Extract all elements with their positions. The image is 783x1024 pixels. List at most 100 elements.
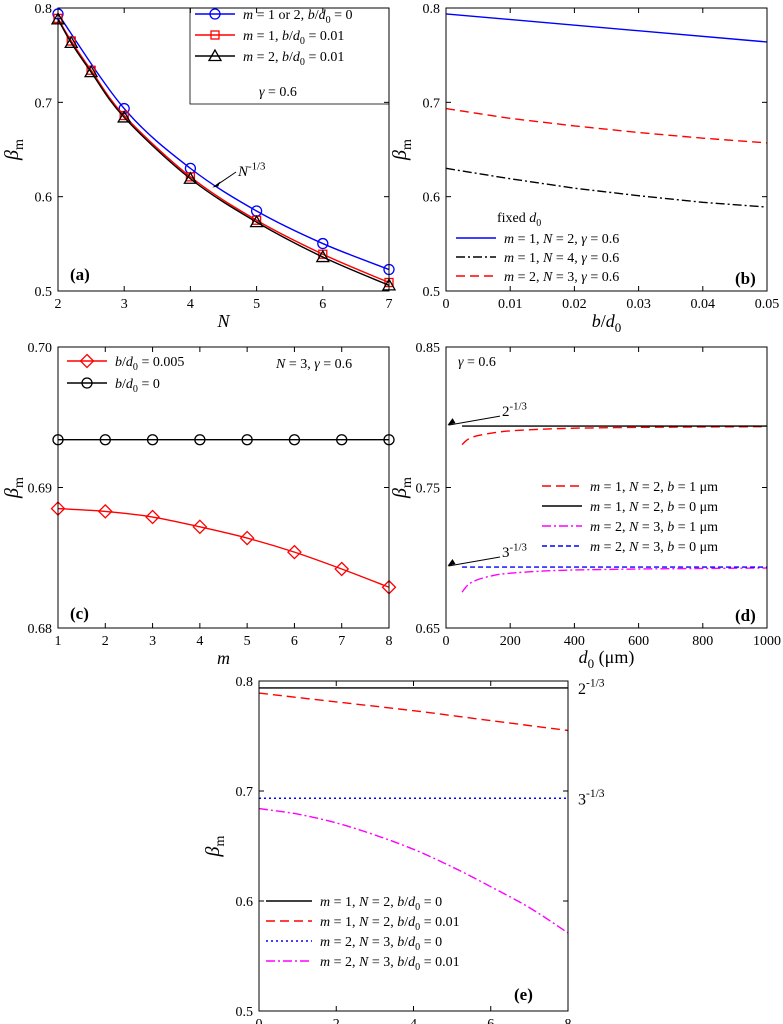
series-line	[445, 13, 768, 43]
legend-label: m = 1, N = 2, γ = 0.6	[504, 232, 619, 247]
chart-panel-d: 0 200 400 600 800 1000 0.65 0.75 0.85 d0 (μm) βm m …	[389, 341, 781, 671]
data-point	[118, 102, 130, 115]
y-tick-label: 0.8	[236, 675, 254, 690]
x-tick-label: 600	[628, 634, 649, 649]
y-axis-label: βm	[389, 477, 415, 499]
legend-label: b/d0 = 0.005	[115, 355, 184, 373]
annotation-label: 3-1/3	[502, 541, 527, 561]
x-tick-label: 1	[55, 634, 62, 649]
legend-marker	[210, 30, 220, 40]
x-tick-label: 2	[102, 634, 109, 649]
legend-label: m = 2, N = 3, γ = 0.6	[504, 270, 619, 285]
legend-marker	[81, 377, 93, 389]
x-tick-label: 6	[319, 297, 326, 312]
legend-label: m = 2, N = 3, b = 1 μm	[590, 520, 718, 535]
x-tick-label: 400	[564, 634, 585, 649]
x-tick-label: 1000	[753, 634, 781, 649]
legend-label: m = 2, N = 3, b = 0 μm	[590, 540, 718, 555]
y-tick-label: 0.75	[416, 482, 441, 497]
panel-label: (e)	[514, 985, 533, 1004]
panel-label: (a)	[70, 265, 90, 284]
x-tick-label: 0.01	[498, 297, 523, 312]
x-axis-label: b/d0	[592, 311, 622, 335]
chart-panel-c: 1 2 3 4 5 6 7 8 0.68 0.69 0.70 m βm b/d0 = 0.005 b/d0 …	[1, 341, 397, 668]
series-line	[445, 167, 768, 208]
series-line	[258, 807, 569, 934]
data-point	[146, 434, 159, 446]
data-point	[317, 237, 329, 250]
data-point	[315, 249, 330, 263]
annotation-arrow	[448, 556, 501, 567]
y-tick-label: 0.65	[416, 622, 441, 637]
series-line	[258, 692, 569, 732]
y-tick-label: 0.8	[423, 2, 441, 17]
x-tick-label: 6	[291, 634, 298, 649]
x-tick-label: 6	[487, 1017, 494, 1024]
annotation-label: N-1/3	[237, 160, 265, 180]
x-tick-label: 5	[244, 634, 251, 649]
x-tick-label: 200	[500, 634, 521, 649]
x-tick-label: 8	[565, 1017, 572, 1024]
series-line	[461, 567, 768, 593]
data-point	[287, 544, 302, 560]
plot-frame	[445, 7, 768, 292]
y-tick-label: 0.6	[423, 191, 441, 206]
legend-label: b/d0 = 0	[115, 377, 160, 395]
y-tick-label: 0.5	[35, 285, 53, 300]
legend-label: m = 1, N = 2, b/d0 = 0.01	[320, 915, 460, 933]
panel-label: (b)	[735, 269, 756, 288]
x-tick-label: 5	[253, 297, 260, 312]
annotation-arrowhead	[447, 418, 456, 426]
y-tick-label: 0.7	[423, 96, 441, 111]
legend-label: m = 1, N = 2, b = 0 μm	[590, 500, 718, 515]
data-point	[83, 64, 99, 78]
x-tick-label: 4	[187, 297, 194, 312]
plot-frame	[258, 680, 569, 1012]
text-note: γ = 0.6	[259, 85, 297, 100]
x-tick-label: 2	[333, 1017, 340, 1024]
legend-label: m = 2, N = 3, b/d0 = 0.01	[320, 955, 460, 973]
legend-label: m = 1, N = 2, b/d0 = 0	[320, 895, 442, 913]
y-tick-label: 0.85	[416, 341, 441, 356]
data-point	[334, 561, 350, 577]
text-note: γ = 0.6	[458, 355, 496, 370]
data-point	[239, 530, 255, 546]
x-tick-label: 0.05	[755, 297, 780, 312]
chart-panel-e: 024680.50.60.70.8γβmm = 1, N = 2, b/d0 =…	[202, 675, 605, 1024]
chart-panel-b: 0 0.01 0.02 0.03 0.04 0.05 0.5 0.6 0.7 0.8 b/d0 βm f…	[389, 2, 779, 335]
right-reference-label: 3-1/3	[578, 788, 605, 808]
plot-frame	[445, 346, 768, 629]
annotation-label: 2-1/3	[502, 400, 527, 420]
y-tick-label: 0.8	[35, 2, 53, 17]
series-line	[57, 507, 390, 588]
y-tick-label: 0.68	[28, 622, 53, 637]
legend-marker	[209, 8, 221, 20]
legend-label: m = 2, N = 3, b/d0 = 0	[320, 935, 442, 953]
legend-label: m = 1, b/d0 = 0.01	[243, 29, 344, 47]
x-tick-label: 0	[443, 634, 450, 649]
x-tick-label: 0.04	[691, 297, 716, 312]
y-tick-label: 0.7	[236, 785, 254, 800]
data-point	[192, 519, 208, 535]
x-tick-label: 800	[692, 634, 713, 649]
x-axis-label: N	[216, 311, 230, 331]
right-reference-label: 2-1/3	[578, 678, 605, 698]
legend-box	[189, 7, 390, 105]
legend-label: m = 1 or 2, b/d0 = 0	[243, 8, 353, 26]
data-point	[64, 35, 79, 49]
y-tick-label: 0.5	[236, 1005, 254, 1020]
x-axis-label: d0 (μm)	[579, 647, 635, 671]
x-tick-label: 3	[149, 634, 156, 649]
series-line	[57, 13, 390, 271]
x-tick-label: 7	[338, 634, 345, 649]
legend-title: fixed d0	[497, 211, 541, 229]
legend-marker	[79, 353, 95, 369]
data-point	[145, 509, 160, 525]
data-point	[241, 434, 253, 446]
data-point	[194, 434, 206, 446]
data-point	[97, 503, 113, 519]
y-axis-label: βm	[202, 835, 228, 857]
legend-label: m = 2, b/d0 = 0.01	[243, 50, 344, 68]
